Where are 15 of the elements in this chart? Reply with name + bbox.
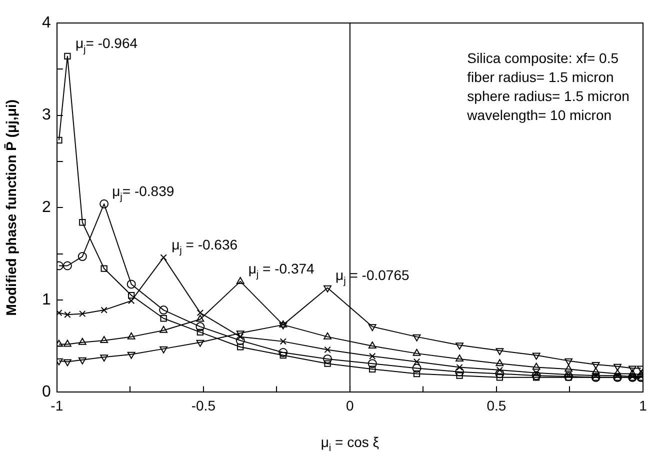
annotation: Silica composite: xf= 0.5 [467,50,619,66]
annotation: sphere radius= 1.5 micron [467,88,630,104]
y-tick-label: 2 [42,199,51,216]
y-axis-title: Modified phase function P̄ (μj,μi) [3,99,19,316]
x-tick-label: -0.5 [191,397,216,414]
x-tick-label: 0 [346,397,354,414]
annotation: wavelength= 10 micron [466,107,612,123]
y-tick-label: 4 [42,14,51,32]
y-tick-label: 1 [42,291,51,308]
x-tick-label: 1 [639,397,648,414]
x-tick-label: -1 [50,397,64,414]
y-tick-label: 0 [42,384,51,401]
annotation: fiber radius= 1.5 micron [467,69,614,85]
y-tick-label: 3 [42,106,51,124]
x-tick-label: 0.5 [486,397,506,414]
